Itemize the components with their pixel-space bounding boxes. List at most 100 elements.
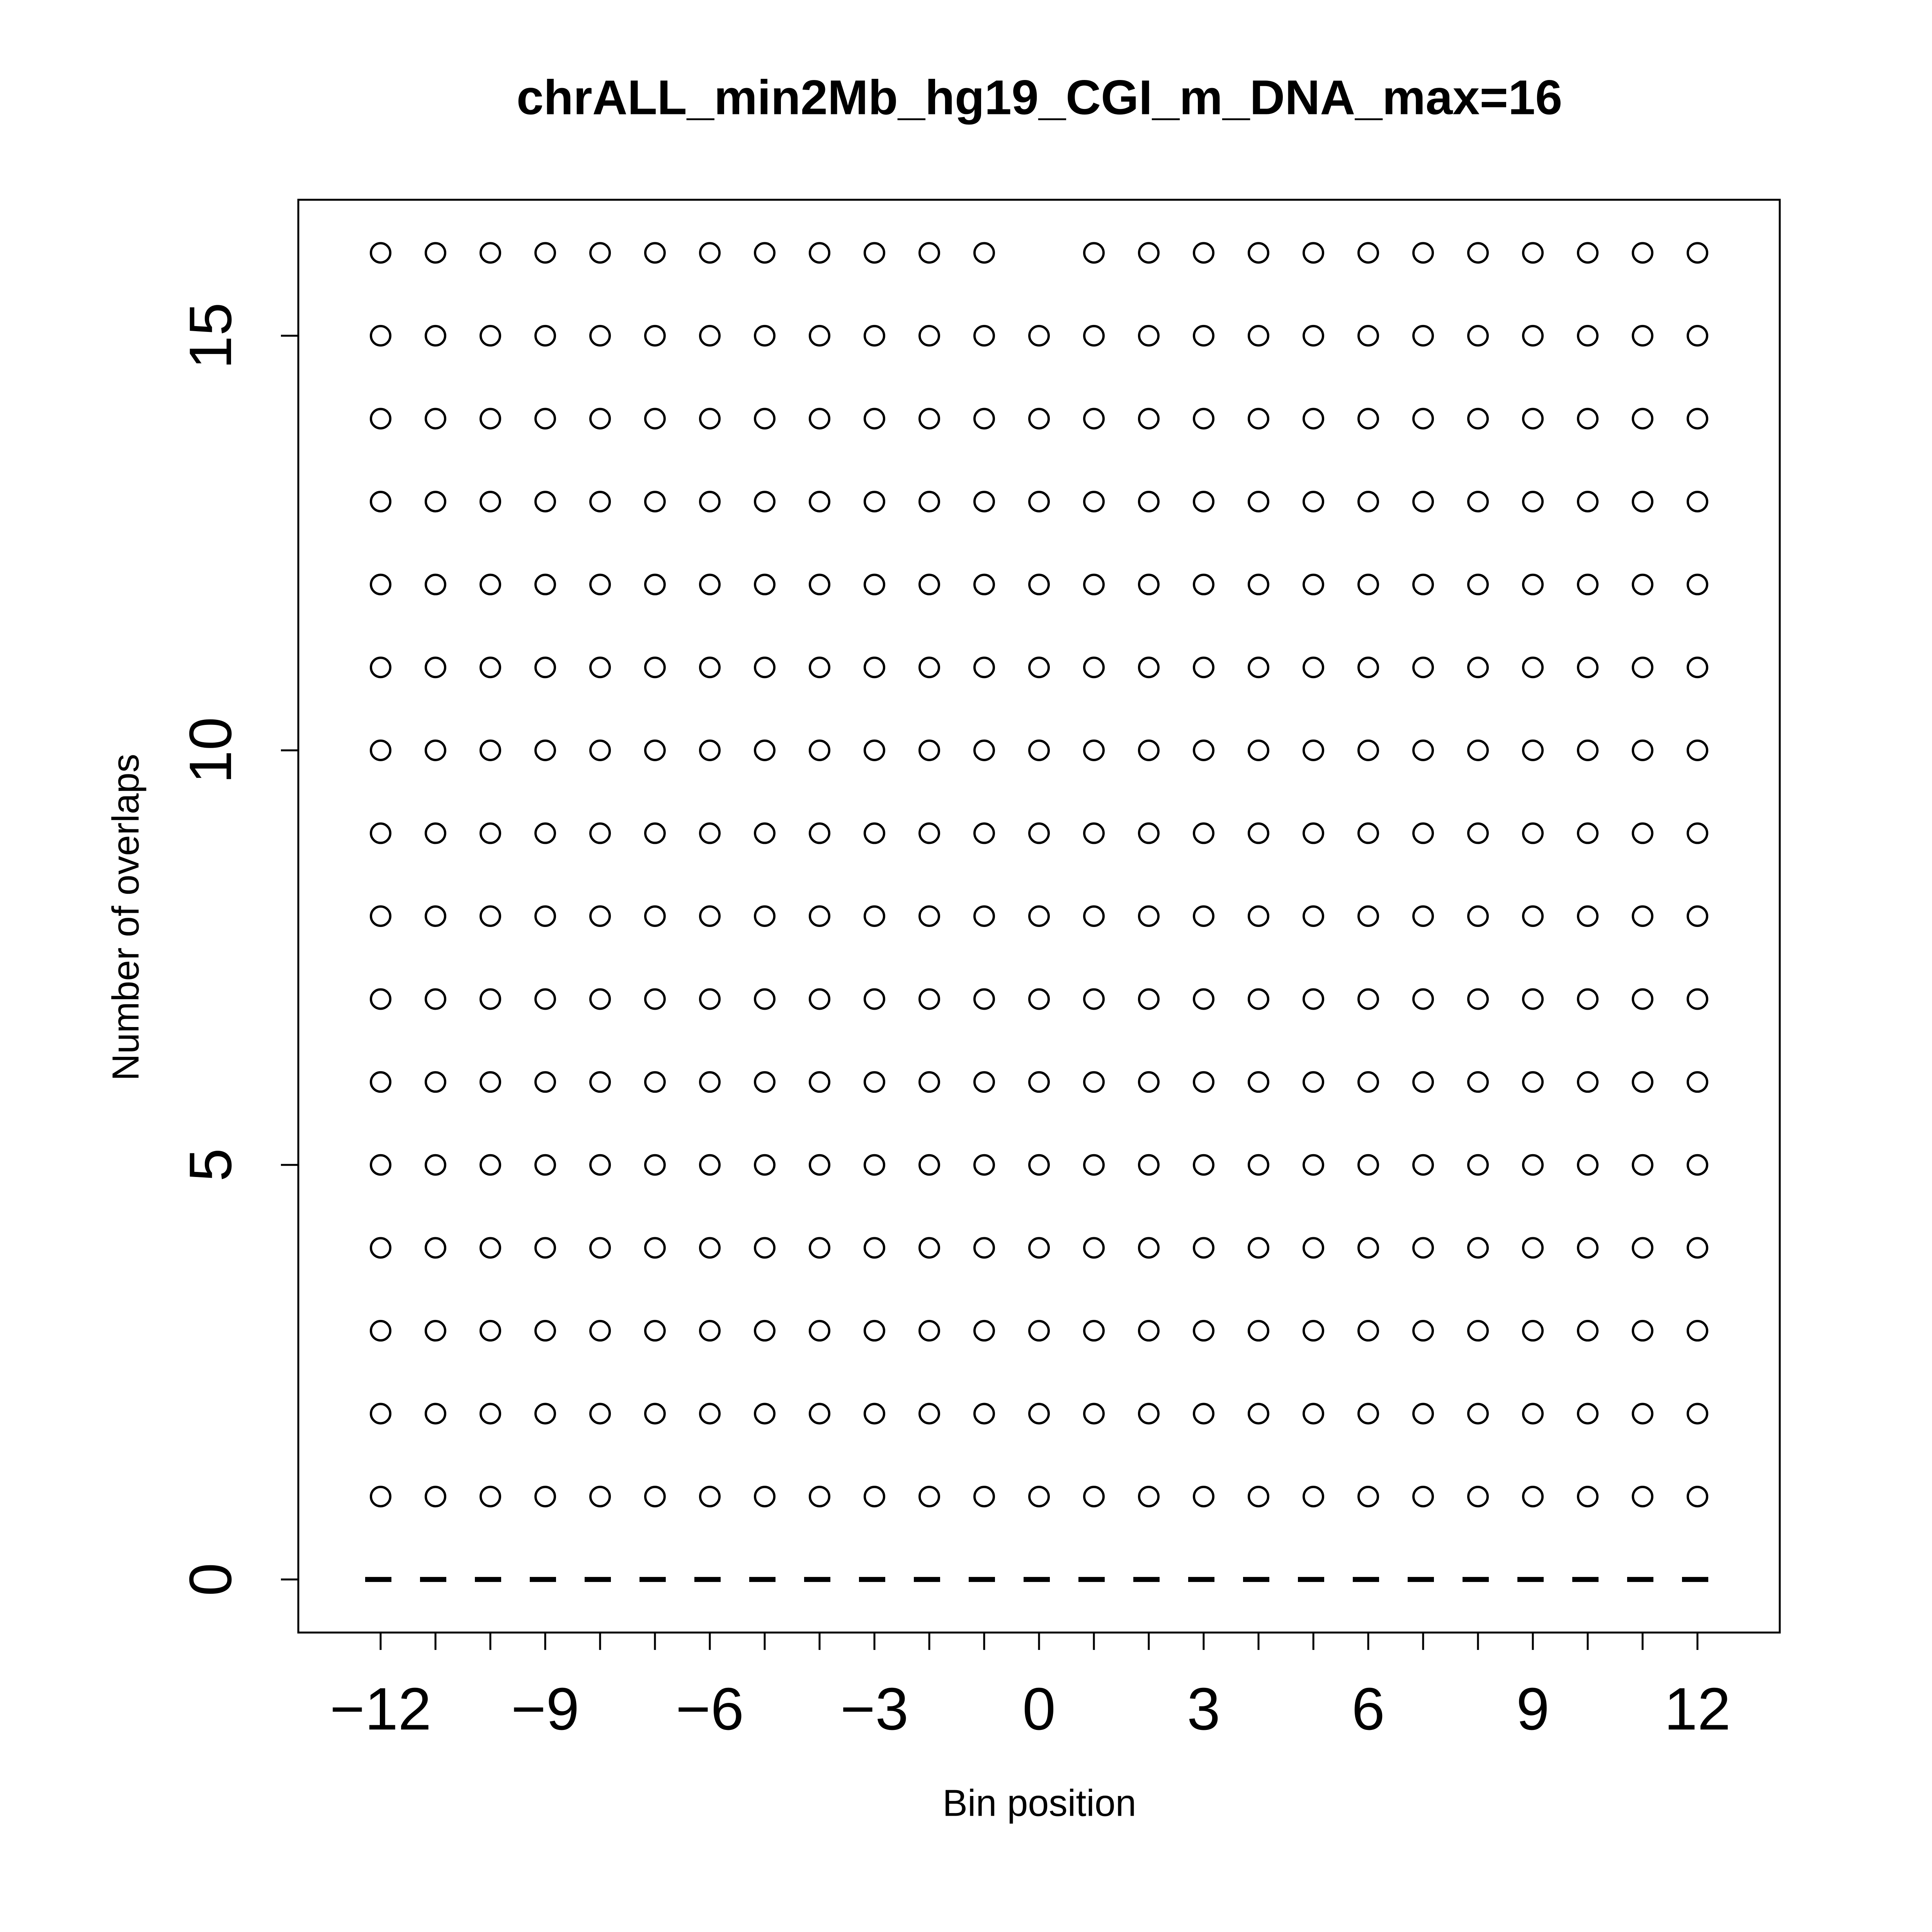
point xyxy=(1467,905,1489,927)
x-tick-label: −3 xyxy=(840,1675,909,1742)
point xyxy=(1577,408,1599,430)
point xyxy=(480,573,501,595)
point xyxy=(1028,325,1050,347)
point xyxy=(1357,905,1379,927)
point xyxy=(1303,656,1324,679)
point xyxy=(1138,1154,1160,1176)
point xyxy=(1357,242,1379,264)
point xyxy=(1467,1237,1489,1259)
point xyxy=(918,822,940,844)
point xyxy=(1357,1403,1379,1425)
point xyxy=(1193,1403,1214,1425)
point xyxy=(1083,1486,1105,1508)
point xyxy=(973,905,995,927)
point xyxy=(1522,1071,1544,1093)
point xyxy=(534,573,556,595)
point xyxy=(1303,325,1324,347)
point xyxy=(1467,822,1489,844)
point xyxy=(918,1403,940,1425)
point xyxy=(1028,1403,1050,1425)
x-axis-label: Bin position xyxy=(942,1782,1136,1824)
point xyxy=(1028,905,1050,927)
point xyxy=(1303,1071,1324,1093)
point xyxy=(644,1403,666,1425)
point xyxy=(1412,408,1434,430)
point xyxy=(480,988,501,1010)
point xyxy=(1522,491,1544,513)
point xyxy=(1632,822,1653,844)
point xyxy=(480,656,501,679)
point xyxy=(1357,988,1379,1010)
point xyxy=(754,408,776,430)
point xyxy=(1083,1154,1105,1176)
point xyxy=(1632,1071,1653,1093)
point xyxy=(1248,1403,1269,1425)
point xyxy=(1467,1320,1489,1342)
point xyxy=(973,1237,995,1259)
point xyxy=(809,573,830,595)
point xyxy=(644,988,666,1010)
point xyxy=(1028,1154,1050,1176)
point xyxy=(754,1320,776,1342)
point xyxy=(1138,242,1160,264)
point xyxy=(1303,1486,1324,1508)
point xyxy=(1522,656,1544,679)
point xyxy=(754,242,776,264)
point xyxy=(1303,491,1324,513)
point xyxy=(370,1403,391,1425)
point xyxy=(1028,1486,1050,1508)
point xyxy=(1412,325,1434,347)
point xyxy=(1193,242,1214,264)
point xyxy=(699,822,721,844)
x-tick-label: −9 xyxy=(511,1675,580,1742)
point xyxy=(1193,1154,1214,1176)
point xyxy=(699,1154,721,1176)
point xyxy=(1028,1237,1050,1259)
point xyxy=(1357,1237,1379,1259)
point xyxy=(1303,573,1324,595)
point xyxy=(973,1320,995,1342)
point xyxy=(644,242,666,264)
point xyxy=(370,242,391,264)
point xyxy=(425,739,446,761)
point xyxy=(699,408,721,430)
point xyxy=(699,656,721,679)
point xyxy=(1412,905,1434,927)
point xyxy=(1138,1071,1160,1093)
point xyxy=(1083,325,1105,347)
point xyxy=(918,1237,940,1259)
point xyxy=(1193,1071,1214,1093)
point xyxy=(425,1154,446,1176)
point xyxy=(1083,573,1105,595)
point xyxy=(699,491,721,513)
point xyxy=(973,1403,995,1425)
point xyxy=(644,408,666,430)
point xyxy=(973,1071,995,1093)
point xyxy=(1357,1486,1379,1508)
point xyxy=(699,1486,721,1508)
point xyxy=(1467,1486,1489,1508)
point xyxy=(1522,1486,1544,1508)
point xyxy=(589,242,611,264)
point xyxy=(1357,1320,1379,1342)
point xyxy=(918,656,940,679)
point xyxy=(1687,1320,1708,1342)
point xyxy=(973,1486,995,1508)
point xyxy=(864,822,885,844)
point xyxy=(1687,656,1708,679)
point xyxy=(1248,656,1269,679)
point xyxy=(534,1320,556,1342)
point xyxy=(1248,988,1269,1010)
point xyxy=(1138,408,1160,430)
point xyxy=(809,739,830,761)
point xyxy=(1577,905,1599,927)
point xyxy=(1412,1237,1434,1259)
point xyxy=(1522,242,1544,264)
point xyxy=(534,1154,556,1176)
point xyxy=(644,1237,666,1259)
point xyxy=(1083,491,1105,513)
point xyxy=(918,491,940,513)
point xyxy=(589,988,611,1010)
x-tick-label: −6 xyxy=(676,1675,744,1742)
point xyxy=(589,905,611,927)
